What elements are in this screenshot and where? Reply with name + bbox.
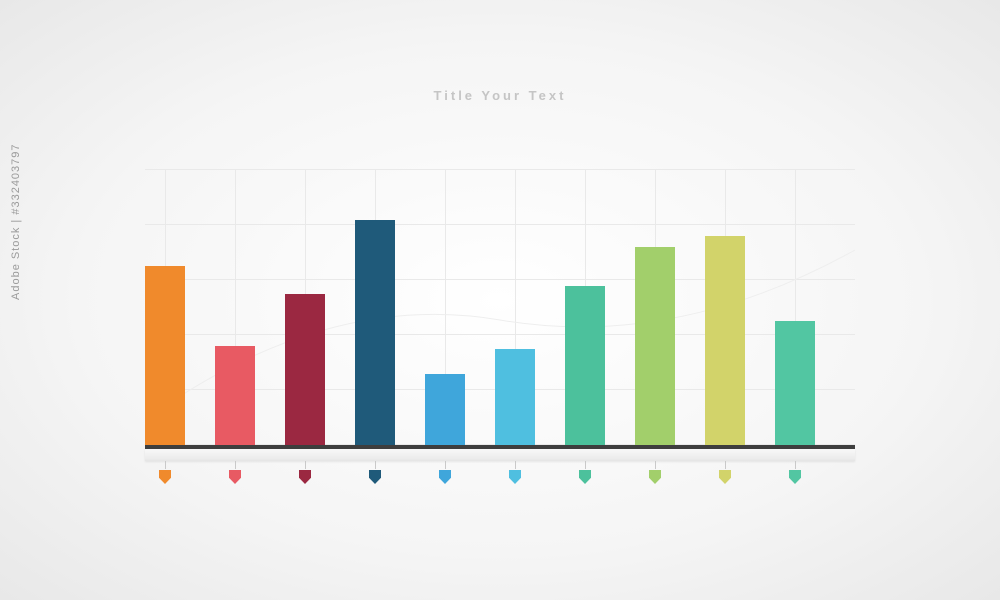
bar: [775, 321, 815, 445]
shield-icon: [158, 469, 172, 485]
markers-container: [145, 461, 855, 487]
bar: [285, 294, 325, 445]
shield-icon: [298, 469, 312, 485]
shield-icon: [508, 469, 522, 485]
watermark: Adobe Stock | #332403797: [10, 143, 22, 300]
shield-icon: [368, 469, 382, 485]
bar: [145, 266, 185, 445]
bars-container: [145, 170, 855, 445]
bar-chart: [145, 170, 855, 445]
bar: [565, 286, 605, 446]
bar: [635, 247, 675, 445]
shield-icon: [228, 469, 242, 485]
bar: [355, 220, 395, 446]
shield-icon: [438, 469, 452, 485]
shield-icon: [648, 469, 662, 485]
chart-title: Title Your Text: [0, 88, 1000, 103]
shield-icon: [788, 469, 802, 485]
shield-icon: [718, 469, 732, 485]
axis-shelf: [145, 449, 855, 461]
bar: [705, 236, 745, 445]
bar: [495, 349, 535, 445]
shield-icon: [578, 469, 592, 485]
bar: [425, 374, 465, 446]
bar: [215, 346, 255, 445]
